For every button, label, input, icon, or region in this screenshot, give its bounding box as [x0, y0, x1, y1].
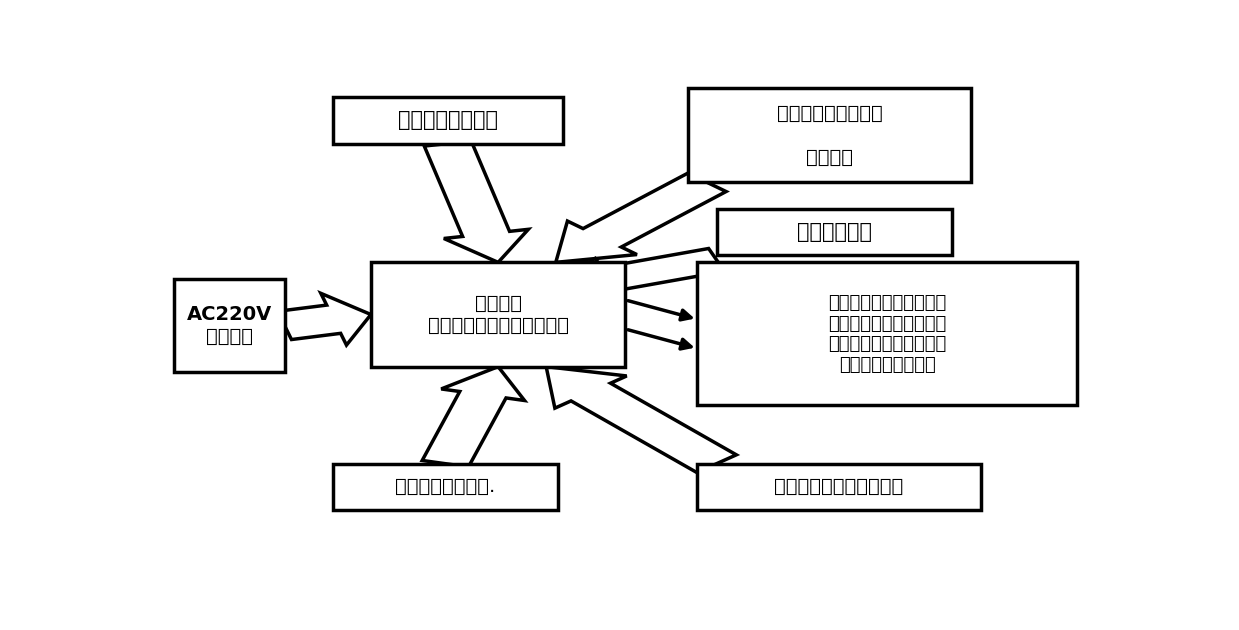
Bar: [698, 262, 1077, 406]
Text: 振动同步处理，体觉感知: 振动同步处理，体觉感知: [774, 477, 903, 496]
Text: 灯光显示音频信号的高中
低频处理结果，供残障人
士通过灯光视觉感知音频
信号的存在和变化。: 灯光显示音频信号的高中 低频处理结果，供残障人 士通过灯光视觉感知音频 信号的存…: [828, 294, 947, 374]
Polygon shape: [424, 141, 528, 262]
Bar: [698, 464, 981, 510]
Text: 音频处理算法软件: 音频处理算法软件: [398, 110, 498, 130]
Text: 主处理器
硬件：显示和人际互动功能: 主处理器 硬件：显示和人际互动功能: [427, 294, 569, 335]
Text: AC220V
电源供电: AC220V 电源供电: [187, 305, 271, 346]
Text: 模拟信号处理模块.: 模拟信号处理模块.: [395, 477, 496, 496]
Bar: [716, 209, 952, 255]
Polygon shape: [546, 248, 725, 300]
Polygon shape: [546, 367, 736, 472]
Bar: [688, 88, 971, 182]
Bar: [332, 98, 563, 144]
Polygon shape: [556, 173, 726, 262]
Polygon shape: [422, 367, 524, 467]
Text: 设备申源管理: 设备申源管理: [797, 222, 872, 242]
Bar: [332, 464, 559, 510]
Polygon shape: [278, 294, 370, 345]
Text: 振动腔环境温度进行

实时管理: 振动腔环境温度进行 实时管理: [777, 103, 882, 166]
Bar: [370, 262, 626, 367]
Bar: [173, 279, 285, 372]
